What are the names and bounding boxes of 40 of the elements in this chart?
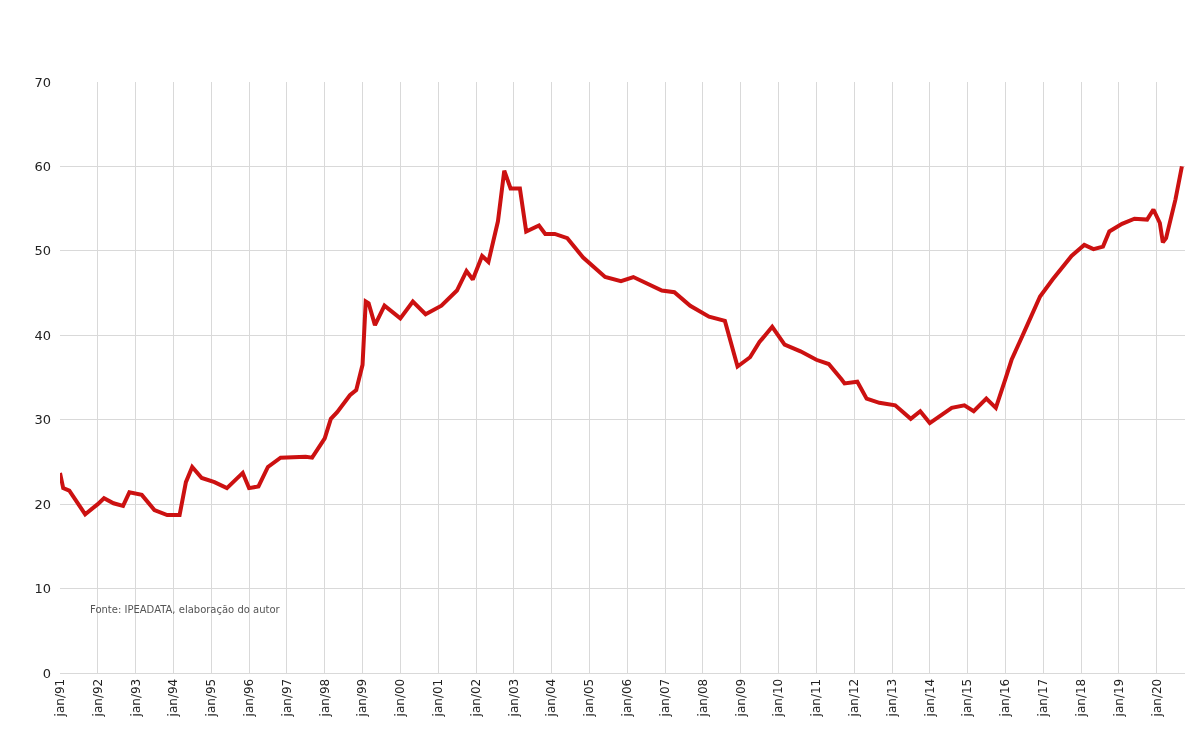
y-tick-label: 50 — [34, 243, 51, 259]
x-tick-label: jan/01 — [431, 678, 446, 718]
x-tick-label: jan/17 — [1036, 678, 1051, 718]
y-tick-label: 40 — [34, 327, 51, 343]
x-tick-label: jan/91 — [52, 678, 67, 718]
y-tick-label: 30 — [34, 412, 51, 428]
x-tick-label: jan/99 — [355, 678, 370, 718]
y-tick-label: 60 — [34, 158, 51, 174]
x-tick-label: jan/13 — [884, 678, 899, 718]
x-tick-label: jan/96 — [241, 678, 256, 718]
x-tick-label: jan/07 — [657, 678, 672, 718]
x-tick-label: jan/20 — [1149, 678, 1164, 718]
x-tick-label: jan/18 — [1073, 678, 1088, 718]
y-tick-label: 20 — [34, 496, 51, 512]
x-tick-label: jan/08 — [695, 678, 710, 718]
x-tick-label: jan/02 — [468, 678, 483, 718]
x-tick-label: jan/09 — [733, 678, 748, 718]
x-tick-label: jan/03 — [506, 678, 521, 718]
x-tick-label: jan/04 — [544, 678, 559, 718]
x-tick-label: jan/05 — [582, 678, 597, 718]
annotation: Fonte: IPEADATA, elaboração do autor — [90, 604, 281, 615]
x-tick-label: jan/16 — [998, 678, 1013, 718]
x-tick-label: jan/94 — [166, 678, 181, 718]
x-tick-label: jan/11 — [809, 678, 824, 718]
x-tick-label: jan/98 — [317, 678, 332, 718]
x-tick-label: jan/15 — [960, 678, 975, 718]
x-tick-label: jan/19 — [1111, 678, 1126, 718]
y-tick-label: 10 — [34, 581, 51, 597]
x-tick-label: jan/00 — [393, 678, 408, 718]
x-tick-label: jan/93 — [128, 678, 143, 718]
line-series — [60, 164, 1184, 518]
x-tick-label: jan/06 — [620, 678, 635, 718]
x-tick-label: jan/97 — [279, 678, 294, 718]
x-tick-label: jan/95 — [204, 678, 219, 718]
x-tick-label: jan/14 — [922, 678, 937, 718]
x-tick-label: jan/12 — [847, 678, 862, 718]
y-tick-label: 70 — [34, 74, 51, 90]
x-tick-label: jan/10 — [771, 678, 786, 718]
x-tick-label: jan/92 — [90, 678, 105, 718]
y-tick-label: 0 — [42, 665, 51, 681]
